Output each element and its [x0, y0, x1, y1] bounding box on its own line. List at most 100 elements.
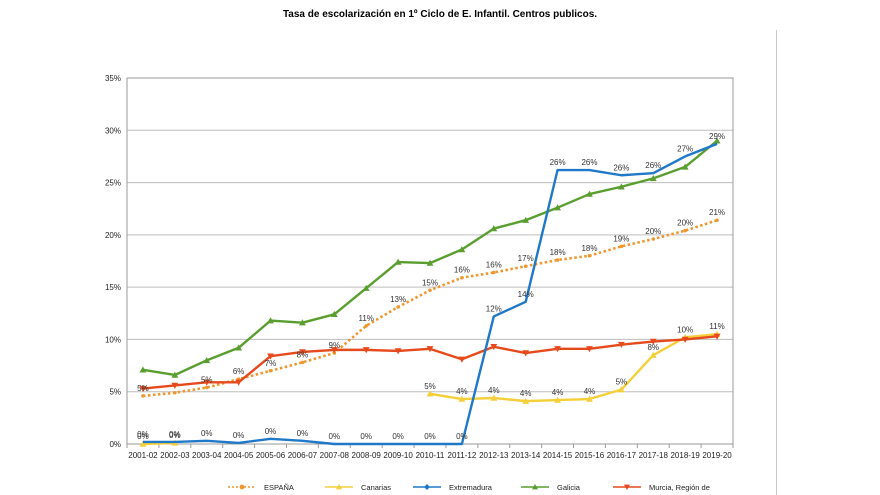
- data-point: [490, 344, 498, 351]
- data-point: [203, 356, 211, 364]
- data-label: 26%: [581, 158, 597, 167]
- data-label: 18%: [550, 248, 566, 257]
- data-point: [139, 385, 147, 392]
- data-label: 26%: [550, 158, 566, 167]
- data-point: [651, 237, 656, 241]
- data-point: [617, 386, 625, 393]
- data-point: [554, 346, 561, 353]
- data-point: [458, 395, 466, 402]
- data-point: [299, 319, 306, 326]
- data-label: 9%: [329, 341, 341, 350]
- data-label: 4%: [456, 387, 468, 396]
- data-point: [426, 259, 434, 266]
- data-point: [299, 349, 306, 356]
- x-tick-label: 2005-06: [256, 451, 286, 460]
- data-label: 21%: [709, 208, 725, 217]
- data-point: [394, 348, 402, 355]
- data-label: 27%: [677, 144, 693, 153]
- data-label: 0%: [169, 430, 181, 439]
- data-point: [522, 397, 530, 404]
- data-point: [586, 395, 593, 402]
- y-tick-label: 20%: [105, 231, 121, 240]
- data-label: 0%: [456, 432, 468, 441]
- data-point: [555, 258, 560, 262]
- legend-label: Murcia, Región de: [649, 483, 710, 492]
- x-tick-label: 2010-11: [416, 451, 445, 460]
- data-point: [617, 341, 625, 349]
- x-tick-label: 2016-17: [607, 451, 637, 460]
- data-point: [681, 336, 689, 343]
- x-tick-label: 2019-20: [702, 451, 732, 460]
- data-point: [364, 324, 368, 328]
- x-tick-label: 2013-14: [511, 451, 541, 460]
- y-tick-label: 5%: [109, 388, 121, 397]
- data-label: 5%: [616, 378, 628, 387]
- x-tick-label: 2001-02: [128, 451, 158, 460]
- data-point: [171, 371, 179, 378]
- data-label: 0%: [137, 430, 149, 439]
- data-label: 0%: [201, 429, 213, 438]
- legend-label: Extremadura: [449, 483, 493, 492]
- y-tick-label: 30%: [105, 126, 121, 135]
- data-point: [300, 360, 305, 365]
- legend-label: Canarias: [361, 483, 391, 492]
- legend-marker: [424, 484, 430, 490]
- legend-marker: [532, 484, 538, 490]
- data-point: [394, 258, 402, 265]
- data-point: [426, 390, 434, 397]
- data-label: 0%: [297, 429, 309, 438]
- data-label: 0%: [424, 432, 436, 441]
- data-label: 10%: [677, 325, 693, 334]
- data-point: [554, 204, 561, 211]
- data-label: 8%: [647, 343, 659, 352]
- series-line: [142, 142, 718, 446]
- data-point: [617, 183, 625, 190]
- data-point: [649, 351, 657, 358]
- data-point: [362, 347, 370, 354]
- x-tick-label: 2004-05: [224, 451, 254, 460]
- divider-line: [776, 30, 777, 495]
- data-point: [586, 346, 593, 353]
- data-point: [713, 333, 721, 340]
- data-label: 8%: [297, 350, 309, 359]
- data-point: [235, 379, 243, 386]
- data-label: 6%: [233, 367, 245, 376]
- data-point: [490, 225, 498, 232]
- legend-marker: [624, 484, 630, 490]
- data-label: 29%: [709, 132, 725, 141]
- data-point: [649, 338, 657, 345]
- data-point: [362, 284, 370, 291]
- series-line: [429, 333, 718, 403]
- data-point: [396, 305, 400, 309]
- data-label: 0%: [360, 432, 372, 441]
- data-point: [619, 244, 624, 249]
- data-label: 18%: [581, 244, 597, 253]
- data-label: 19%: [613, 234, 629, 243]
- data-point: [139, 366, 147, 373]
- x-tick-label: 2015-16: [575, 451, 605, 460]
- data-point: [683, 228, 687, 233]
- data-label: 0%: [137, 432, 149, 441]
- data-label: 5%: [424, 382, 436, 391]
- x-tick-label: 2006-07: [288, 451, 318, 460]
- data-point: [713, 137, 721, 144]
- data-point: [268, 369, 273, 373]
- x-tick-label: 2007-08: [320, 451, 350, 460]
- data-point: [330, 310, 338, 318]
- data-point: [681, 163, 689, 170]
- x-tick-label: 2011-12: [448, 451, 477, 460]
- data-point: [235, 344, 243, 351]
- data-point: [204, 385, 209, 390]
- legend-label: ESPAÑA: [264, 483, 294, 492]
- data-label: 4%: [584, 387, 596, 396]
- data-point: [171, 382, 179, 389]
- data-point: [426, 346, 434, 353]
- x-tick-label: 2009-10: [383, 451, 413, 460]
- data-point: [586, 190, 593, 197]
- y-tick-label: 35%: [105, 74, 121, 83]
- y-tick-label: 25%: [105, 179, 121, 188]
- data-point: [173, 391, 177, 395]
- data-label: 0%: [233, 431, 245, 440]
